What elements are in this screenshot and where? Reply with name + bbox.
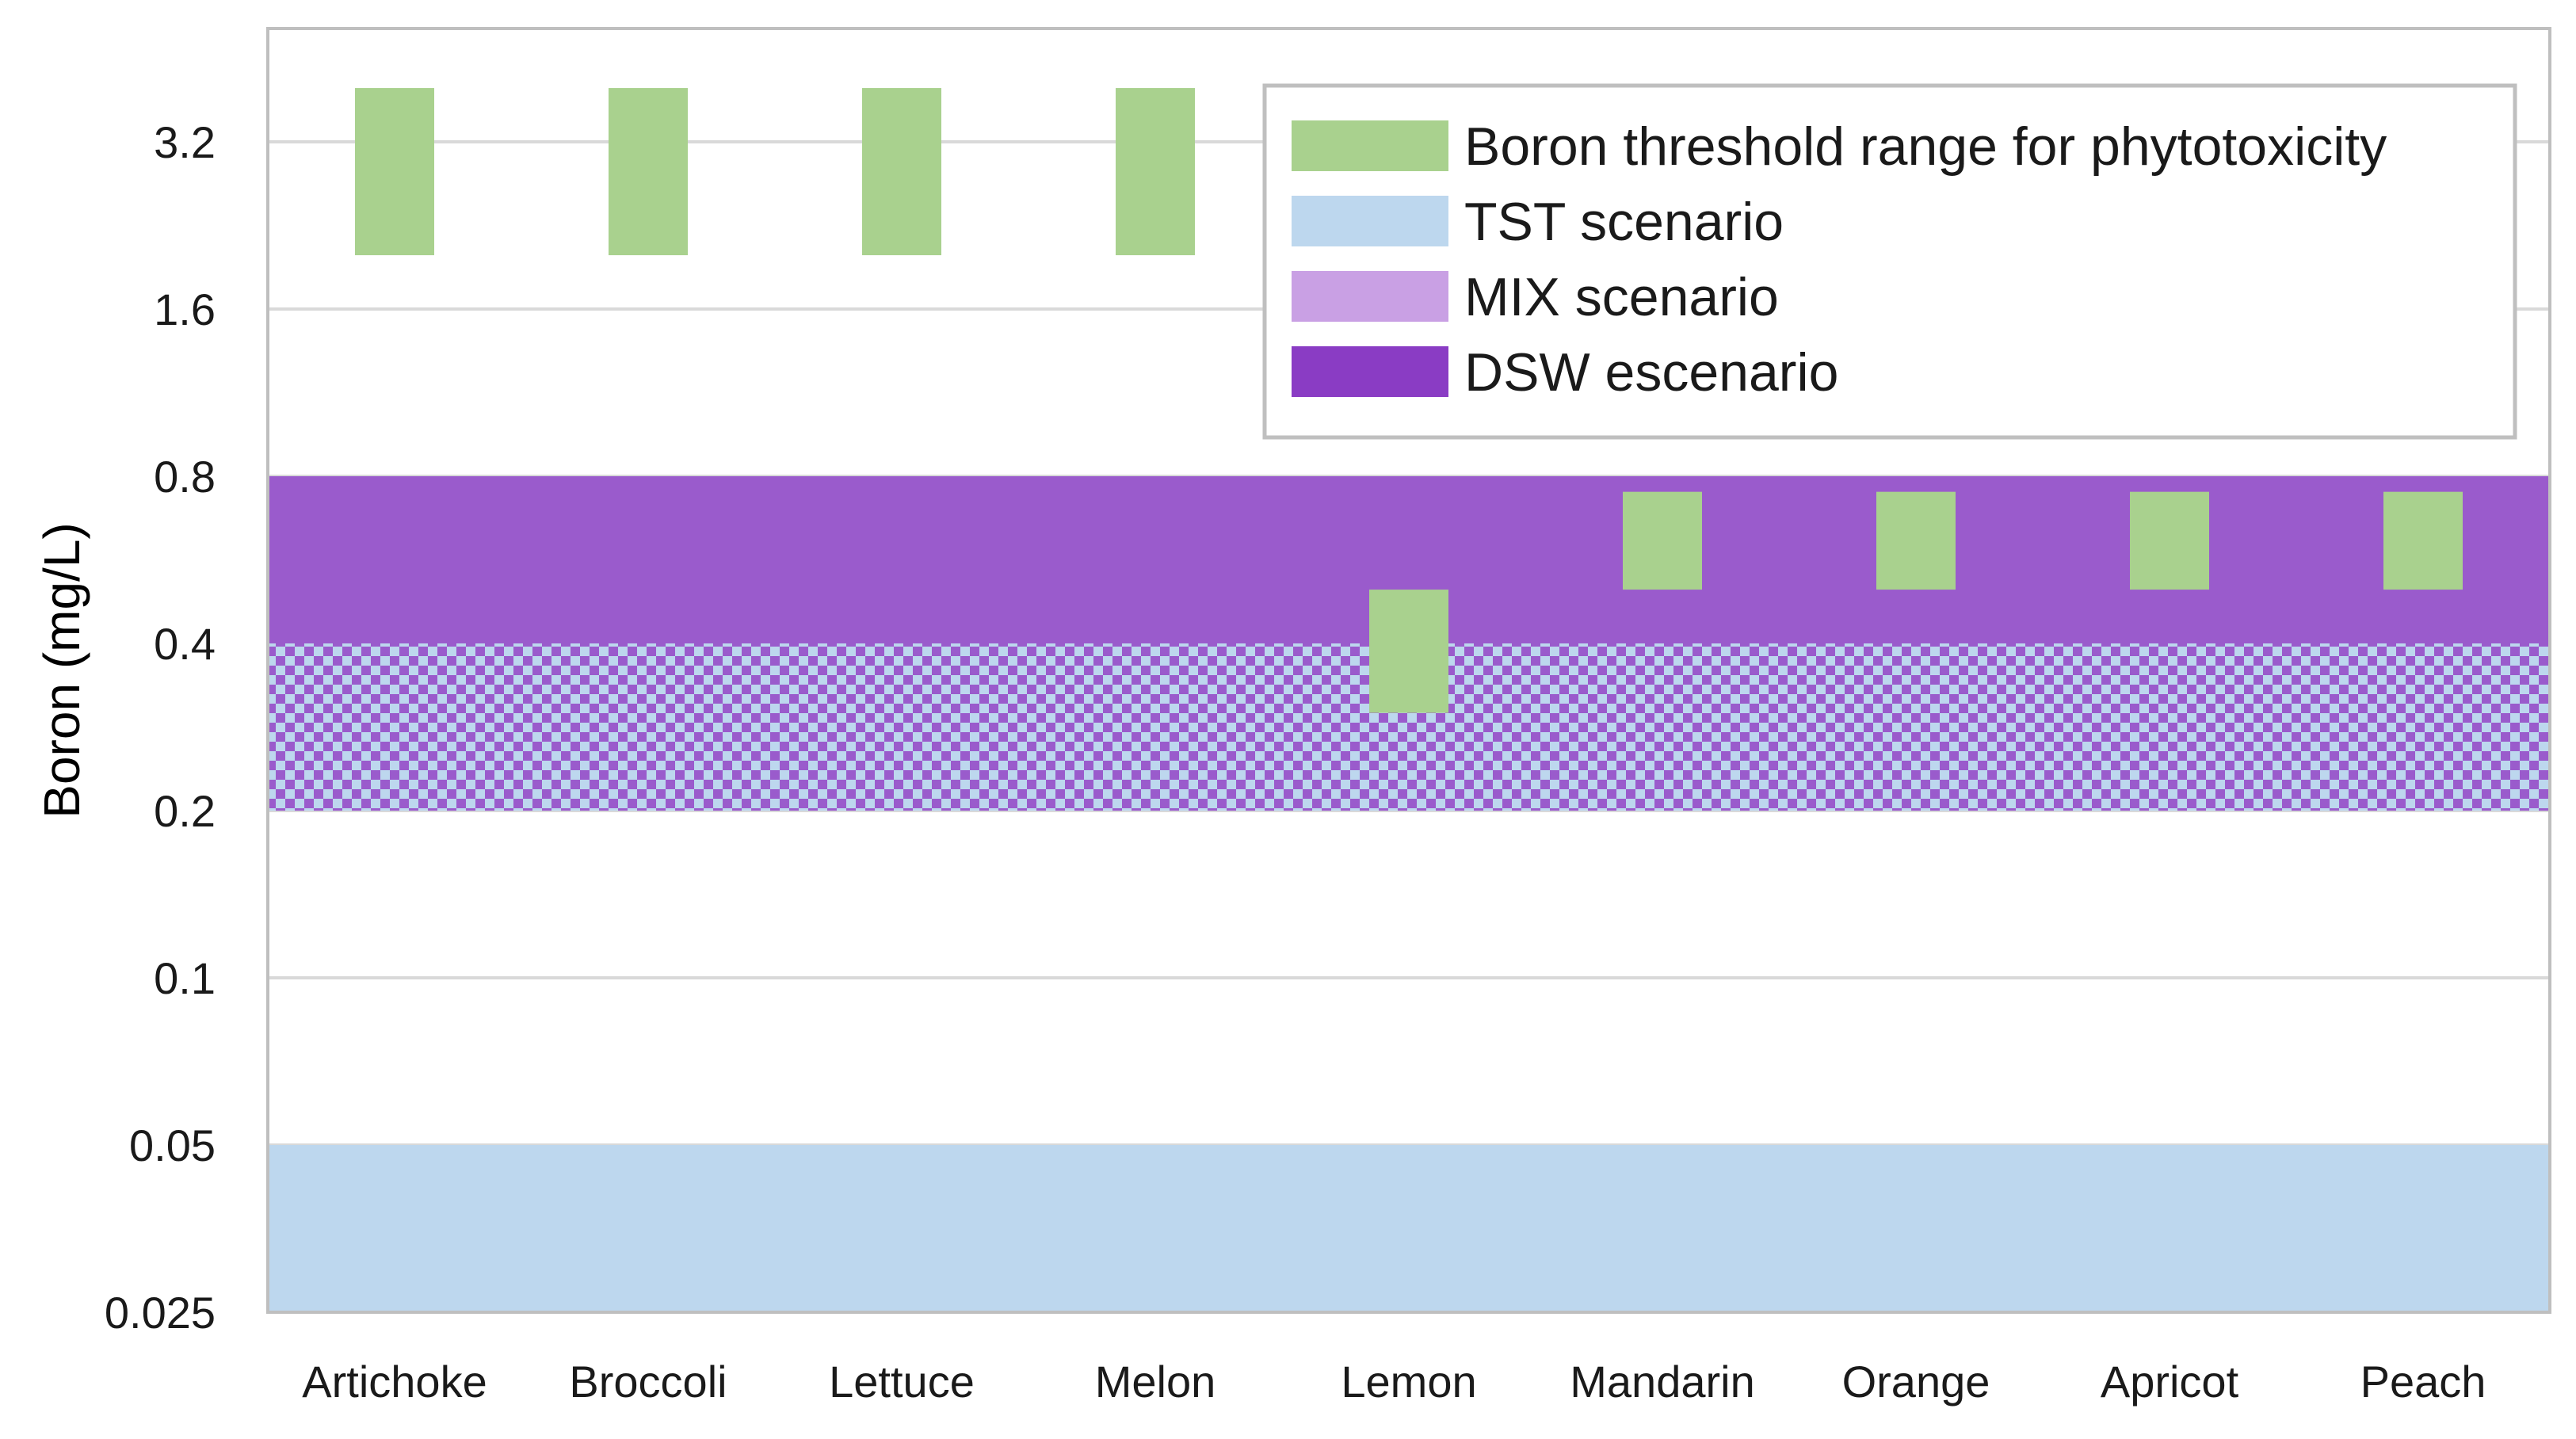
threshold-bar-lettuce — [862, 88, 941, 256]
y-tick-label: 0.4 — [154, 619, 216, 669]
legend-label: MIX scenario — [1464, 267, 1779, 327]
plot-border — [266, 27, 2551, 1314]
y-tick-label: 3.2 — [154, 117, 216, 167]
threshold-bars — [355, 88, 2463, 713]
x-tick-label: Artichoke — [302, 1357, 487, 1407]
x-axis-ticks: Artichoke Broccoli Lettuce Melon Lemon Mandar… — [302, 1357, 2486, 1407]
legend-swatch — [1292, 346, 1448, 397]
x-tick-label: Broccoli — [569, 1357, 727, 1407]
threshold-bar-orange — [1876, 491, 1956, 590]
x-tick-label: Peach — [2360, 1357, 2486, 1407]
threshold-bar-peach — [2383, 491, 2463, 590]
y-axis-ticks: 0.025 0.05 0.1 0.2 0.4 0.8 1.6 3.2 — [105, 117, 216, 1338]
x-tick-label: Melon — [1095, 1357, 1216, 1407]
legend-label: Boron threshold range for phytotoxicity — [1464, 116, 2387, 177]
legend: Boron threshold range for phytotoxicity T… — [1262, 83, 2517, 440]
y-tick-label: 0.025 — [105, 1288, 216, 1338]
x-tick-label: Lettuce — [829, 1357, 975, 1407]
legend-label: DSW escenario — [1464, 342, 1838, 403]
y-tick-label: 0.05 — [129, 1120, 216, 1170]
y-axis-title: Boron (mg/L) — [33, 522, 90, 818]
legend-swatch — [1292, 271, 1448, 322]
legend-swatch — [1292, 120, 1448, 171]
threshold-bar-lemon — [1369, 590, 1448, 713]
threshold-bar-artichoke — [355, 88, 434, 256]
x-tick-label: Orange — [1842, 1357, 1990, 1407]
threshold-bar-melon — [1116, 88, 1195, 256]
x-tick-label: Apricot — [2101, 1357, 2239, 1407]
y-tick-label: 1.6 — [154, 284, 216, 334]
legend-label: TST scenario — [1464, 192, 1784, 252]
legend-swatch — [1292, 196, 1448, 246]
threshold-bar-mandarin — [1623, 491, 1702, 590]
y-tick-label: 0.1 — [154, 953, 216, 1003]
legend-box — [1262, 83, 2517, 440]
band-tst-scenario — [268, 1145, 2550, 1312]
x-tick-label: Lemon — [1341, 1357, 1476, 1407]
threshold-bar-apricot — [2130, 491, 2209, 590]
x-tick-label: Mandarin — [1570, 1357, 1754, 1407]
y-tick-label: 0.2 — [154, 786, 216, 836]
threshold-bar-broccoli — [609, 88, 688, 256]
y-tick-label: 0.8 — [154, 452, 216, 502]
